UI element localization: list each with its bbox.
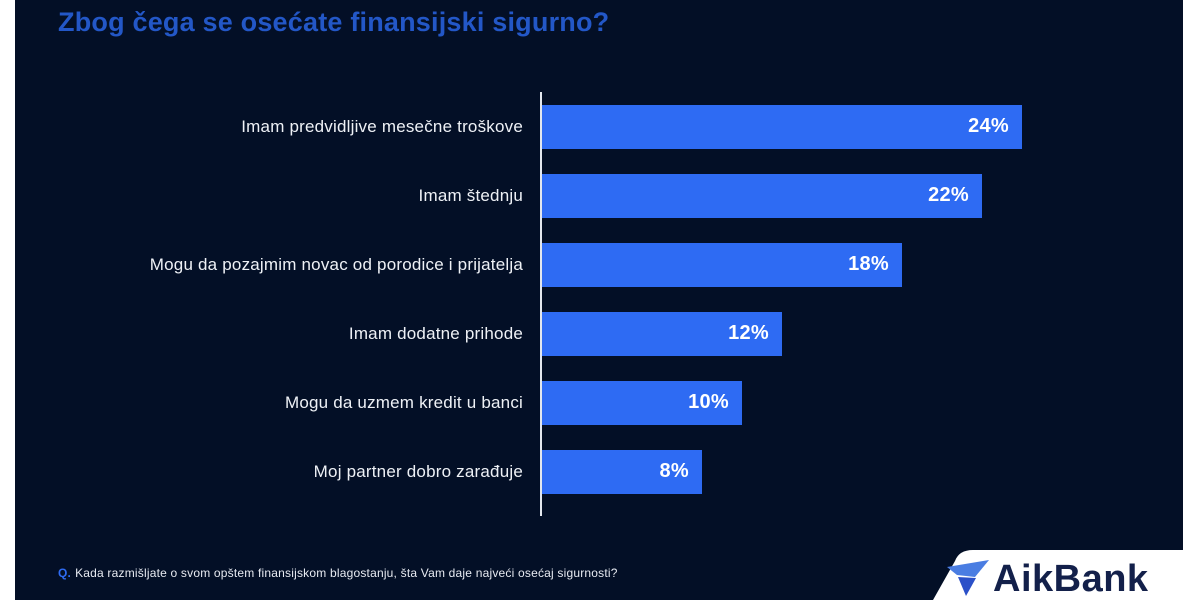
chart-row: Imam dodatne prihode 12%	[58, 299, 1148, 368]
bar: 10%	[542, 380, 742, 425]
chart-row: Imam štednju 22%	[58, 161, 1148, 230]
bar-value-label: 18%	[848, 253, 889, 275]
logo-text: AikBank	[993, 558, 1149, 600]
bar: 22%	[542, 173, 982, 218]
bar-chart: Imam predvidljive mesečne troškove 24% Ima…	[58, 92, 1148, 506]
logo-box: AikBank	[933, 550, 1200, 600]
category-label: Moj partner dobro zarađuje	[313, 461, 523, 481]
aikbank-logo-mark-icon	[947, 560, 989, 596]
bar-track: 18%	[542, 242, 1148, 287]
bar-value-label: 10%	[688, 391, 729, 413]
category-label: Mogu da pozajmim novac od porodice i pri…	[149, 254, 523, 274]
category-label: Imam predvidljive mesečne troškove	[241, 116, 523, 136]
bar-value-label: 12%	[728, 322, 769, 344]
bar-track: 12%	[542, 311, 1148, 356]
bar-value-label: 8%	[659, 460, 689, 482]
bar-track: 24%	[542, 104, 1148, 149]
chart-row: Imam predvidljive mesečne troškove 24%	[58, 92, 1148, 161]
bar: 24%	[542, 104, 1022, 149]
bar: 18%	[542, 242, 902, 287]
chart-row: Mogu da uzmem kredit u banci 10%	[58, 368, 1148, 437]
category-label: Mogu da uzmem kredit u banci	[284, 392, 523, 412]
axis-line	[540, 92, 542, 516]
chart-row: Moj partner dobro zarađuje 8%	[58, 437, 1148, 506]
category-label: Imam dodatne prihode	[348, 323, 523, 343]
question-prefix: Q.	[58, 566, 72, 580]
bar-track: 22%	[542, 173, 1148, 218]
bar-track: 10%	[542, 380, 1148, 425]
logo-box-shape	[933, 550, 1200, 600]
bar-track: 8%	[542, 449, 1148, 494]
category-label: Imam štednju	[418, 185, 523, 205]
slide-background: Zbog čega se osećate finansijski sigurno…	[15, 0, 1183, 600]
logo: AikBank	[933, 550, 1200, 600]
page-title: Zbog čega se osećate finansijski sigurno…	[58, 7, 610, 37]
bar-value-label: 22%	[928, 184, 969, 206]
footnote: Q. Kada razmišljate o svom opštem finansi…	[58, 566, 618, 580]
bar: 8%	[542, 449, 702, 494]
bar-value-label: 24%	[968, 115, 1009, 137]
chart-row: Mogu da pozajmim novac od porodice i pri…	[58, 230, 1148, 299]
chart-rows: Imam predvidljive mesečne troškove 24% Ima…	[58, 92, 1148, 506]
bar: 12%	[542, 311, 782, 356]
question-text: Kada razmišljate o svom opštem finansijs…	[75, 566, 618, 580]
